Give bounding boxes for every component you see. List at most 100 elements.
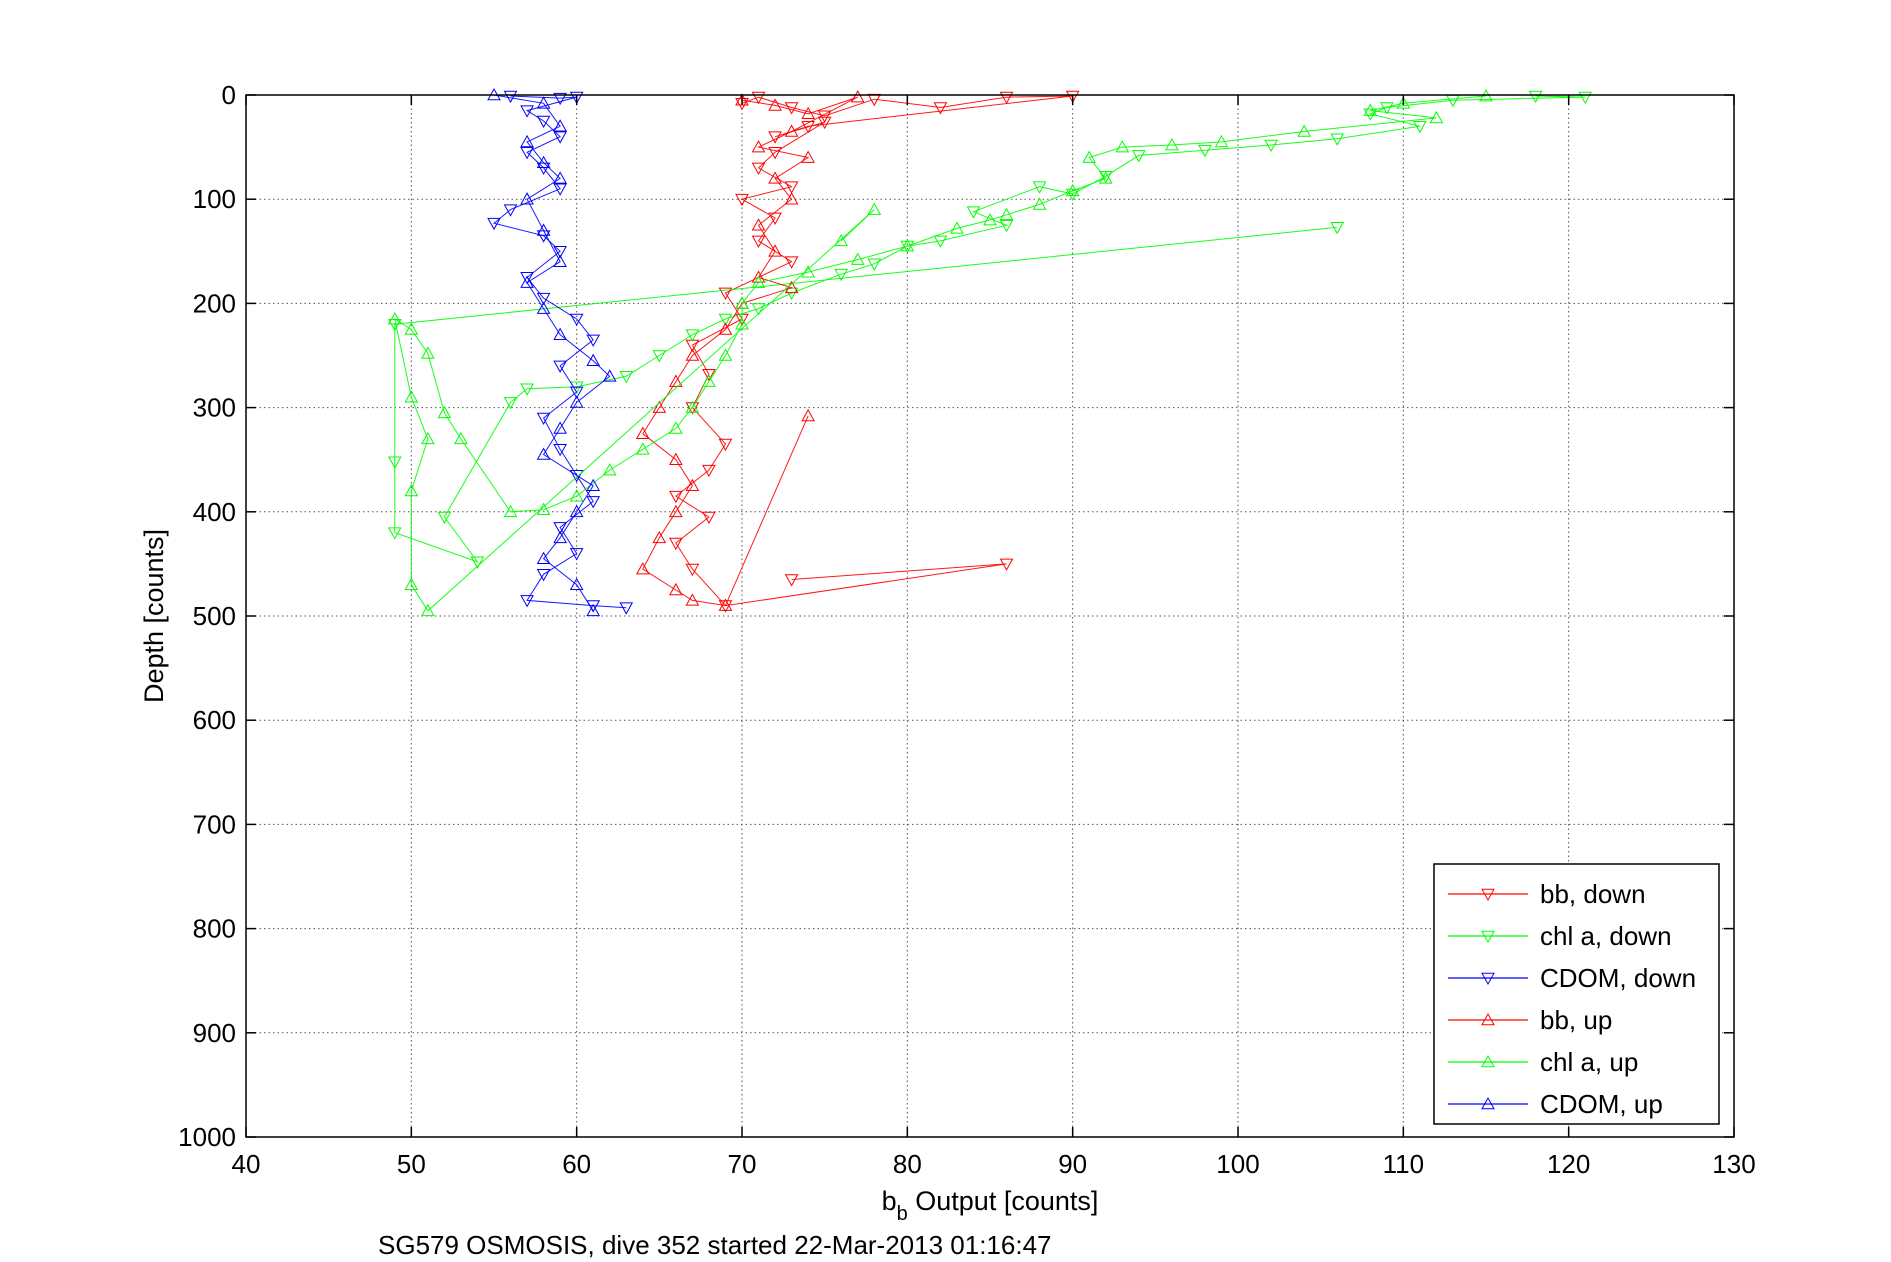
legend-label: chl a, up — [1540, 1047, 1638, 1077]
data-point-bb-up — [652, 400, 667, 413]
data-point-cdom-down — [569, 470, 584, 483]
data-point-bb-down — [669, 537, 683, 551]
data-point-cdom-down — [569, 386, 584, 399]
data-point-bb-up — [850, 90, 865, 103]
data-point-chl-a-down — [1065, 188, 1080, 202]
data-point-chl-a-down — [387, 456, 402, 469]
data-point-chl-a-up — [1165, 137, 1179, 151]
data-point-bb-up — [718, 322, 733, 335]
data-point-bb-down — [718, 600, 733, 613]
data-point-bb-down — [751, 235, 766, 248]
data-point-bb-down — [702, 464, 716, 478]
data-point-bb-down — [784, 256, 799, 269]
data-point-bb-up — [685, 478, 700, 492]
data-point-chl-a-up — [1065, 183, 1080, 197]
data-point-chl-a-up — [1429, 110, 1444, 124]
data-point-cdom-down — [569, 313, 584, 327]
data-point-chl-a-up — [421, 603, 435, 617]
data-point-cdom-up — [602, 369, 617, 382]
data-point-chl-a-down — [470, 556, 485, 569]
x-tick-label: 110 — [1383, 1149, 1424, 1179]
y-axis-label: Depth [counts] — [139, 529, 169, 703]
data-point-cdom-up — [553, 421, 567, 434]
data-point-chl-a-up — [900, 239, 915, 252]
data-point-bb-down — [768, 131, 782, 144]
data-point-chl-a-up — [1297, 124, 1311, 137]
data-point-chl-a-up — [718, 348, 733, 361]
x-tick-label: 50 — [397, 1149, 426, 1179]
data-point-chl-a-up — [1396, 96, 1411, 109]
data-point-chl-a-up — [834, 233, 849, 247]
data-point-cdom-down — [536, 115, 551, 129]
data-point-bb-up — [801, 408, 815, 422]
data-point-chl-a-up — [536, 502, 551, 516]
data-point-chl-a-down — [1528, 90, 1543, 104]
footer-caption: SG579 OSMOSIS, dive 352 started 22-Mar-2… — [378, 1230, 1052, 1260]
data-point-bb-down — [999, 91, 1014, 105]
data-point-chl-a-down — [1131, 150, 1146, 163]
data-point-cdom-up — [586, 353, 601, 367]
data-point-cdom-up — [536, 301, 551, 314]
data-point-cdom-down — [520, 105, 534, 118]
data-point-chl-a-up — [437, 405, 452, 419]
data-point-chl-a-down — [619, 371, 634, 384]
y-tick-label: 100 — [193, 184, 236, 214]
y-tick-label: 1000 — [178, 1122, 236, 1152]
data-point-cdom-up — [536, 447, 551, 460]
data-point-bb-up — [669, 504, 683, 518]
y-tick-label: 900 — [193, 1018, 236, 1048]
legend-label: CDOM, up — [1540, 1089, 1663, 1119]
data-point-cdom-up — [553, 327, 567, 340]
data-point-bb-down — [718, 287, 733, 301]
data-point-bb-up — [751, 140, 766, 153]
data-point-bb-down — [768, 147, 782, 160]
data-point-chl-a-down — [1330, 222, 1345, 235]
data-point-cdom-down — [553, 131, 567, 144]
data-point-bb-down — [817, 116, 832, 130]
data-point-cdom-down — [487, 217, 501, 231]
data-point-cdom-down — [553, 360, 567, 373]
data-point-chl-a-up — [1098, 171, 1113, 184]
series-line-cdom-up — [493, 94, 611, 612]
data-point-cdom-up — [536, 223, 551, 236]
data-point-bb-down — [735, 193, 749, 207]
data-point-chl-a-down — [1330, 133, 1345, 146]
y-tick-label: 300 — [193, 393, 236, 423]
data-point-bb-up — [768, 244, 782, 257]
y-tick-label: 500 — [193, 601, 236, 631]
x-axis-label: bb Output [counts] — [882, 1186, 1099, 1225]
data-point-chl-a-down — [685, 329, 700, 342]
data-point-bb-down — [751, 91, 766, 105]
data-point-chl-a-down — [867, 258, 882, 271]
data-point-chl-a-down — [933, 235, 948, 248]
data-point-chl-a-down — [718, 313, 733, 327]
data-point-cdom-down — [503, 90, 518, 104]
data-point-cdom-down — [520, 272, 534, 285]
y-tick-label: 0 — [222, 80, 236, 110]
data-point-chl-a-up — [1214, 134, 1229, 148]
data-point-chl-a-down — [999, 219, 1014, 233]
data-point-bb-down — [685, 563, 700, 577]
x-tick-label: 60 — [562, 1149, 591, 1179]
legend: bb, down chl a, down CDOM, down bb, up chl a… — [1433, 863, 1720, 1125]
data-point-cdom-up — [520, 275, 534, 288]
data-point-chl-a-up — [1082, 150, 1097, 163]
data-point-bb-down — [768, 212, 782, 225]
data-point-cdom-up — [536, 155, 551, 169]
legend-box — [1433, 863, 1720, 1125]
data-point-chl-a-up — [999, 207, 1014, 221]
data-point-cdom-down — [553, 92, 567, 106]
y-tick-label: 600 — [193, 705, 236, 735]
data-point-chl-a-up — [404, 577, 419, 591]
legend-swatch-marker — [1481, 972, 1495, 986]
data-point-bb-down — [685, 402, 700, 415]
y-tick-label: 700 — [193, 809, 236, 839]
data-point-chl-a-up — [801, 265, 815, 278]
data-point-chl-a-down — [1578, 91, 1593, 105]
legend-label: CDOM, down — [1540, 963, 1696, 993]
series-cdom-up — [487, 87, 617, 617]
data-point-chl-a-down — [387, 527, 402, 540]
data-point-cdom-up — [520, 192, 534, 205]
data-point-bb-down — [669, 490, 683, 504]
data-point-cdom-down — [520, 147, 534, 160]
